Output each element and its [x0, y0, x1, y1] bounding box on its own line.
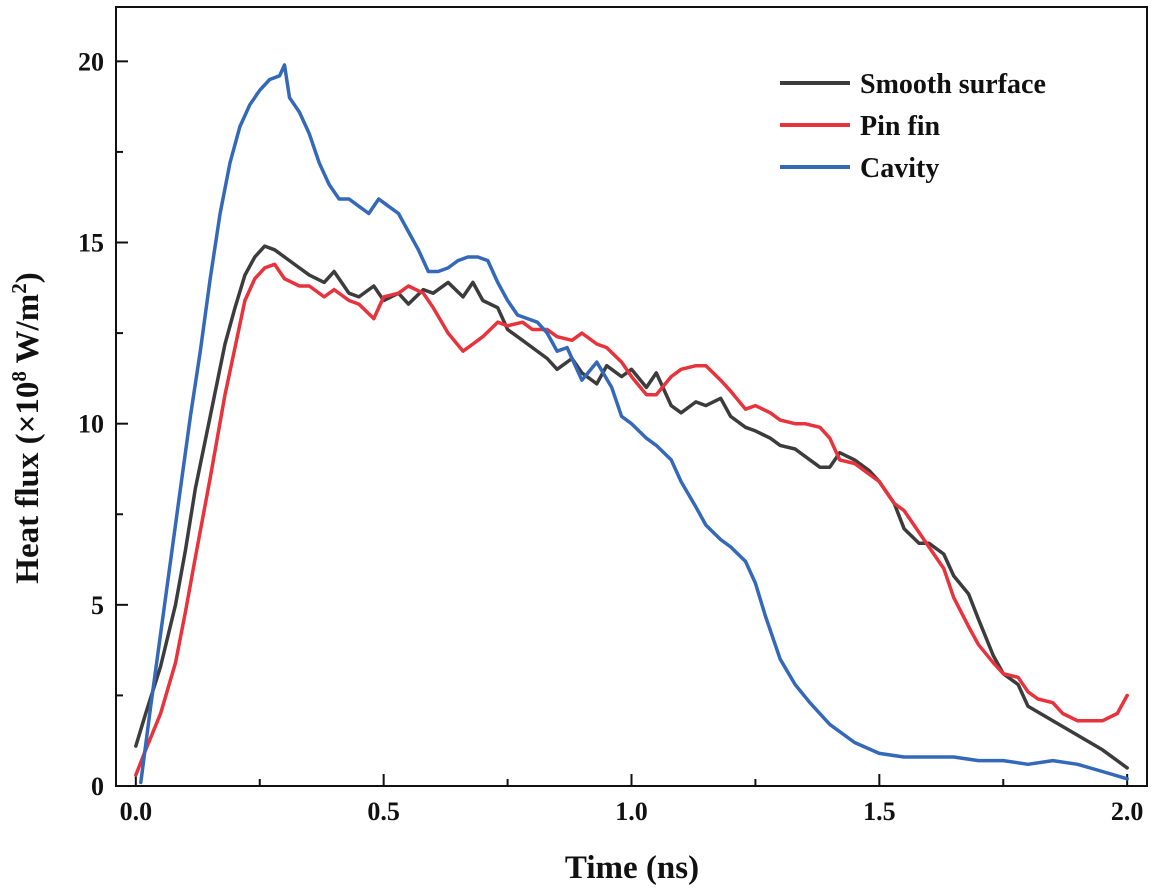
x-axis-ticks: 0.0 0.5 1.0 1.5 2.0: [120, 774, 1144, 826]
x-tick-label: 1.5: [863, 797, 896, 826]
y-axis-title: Heat flux (×108 W/m2): [7, 272, 46, 583]
series-line-pin-fin: [134, 262, 1129, 777]
series-line-cavity: [139, 63, 1129, 785]
legend-item-cavity: Cavity: [780, 153, 939, 184]
legend: Smooth surface Pin fin Cavity: [780, 69, 1046, 184]
y-tick-label: 10: [78, 410, 104, 439]
x-axis-title: Time (ns): [565, 850, 699, 886]
legend-item-smooth-surface: Smooth surface: [780, 69, 1046, 100]
x-tick-label: 1.0: [615, 797, 648, 826]
series-line-smooth-surface: [134, 244, 1129, 770]
legend-label: Cavity: [860, 153, 939, 184]
y-tick-label: 0: [91, 772, 104, 801]
x-tick-label: 2.0: [1111, 797, 1144, 826]
x-tick-label: 0.5: [367, 797, 400, 826]
legend-label: Pin fin: [860, 111, 941, 142]
series-lines: [134, 63, 1129, 785]
y-axis-title-unit-exponent: 2: [7, 283, 31, 294]
y-axis-title-unit: W/m: [10, 294, 46, 371]
y-axis-title-prefix: Heat flux (×10: [10, 382, 46, 584]
y-tick-label: 5: [91, 591, 104, 620]
plot-frame: [115, 6, 1148, 787]
y-tick-label: 15: [78, 229, 104, 258]
y-tick-label: 20: [78, 47, 104, 76]
x-tick-label: 0.0: [120, 797, 153, 826]
legend-item-pin-fin: Pin fin: [780, 111, 941, 142]
y-axis-ticks: 0 5 10 15 20: [78, 47, 128, 801]
y-axis-title-exponent: 8: [7, 371, 31, 382]
legend-label: Smooth surface: [860, 69, 1046, 100]
y-axis-title-suffix: ): [10, 272, 46, 283]
